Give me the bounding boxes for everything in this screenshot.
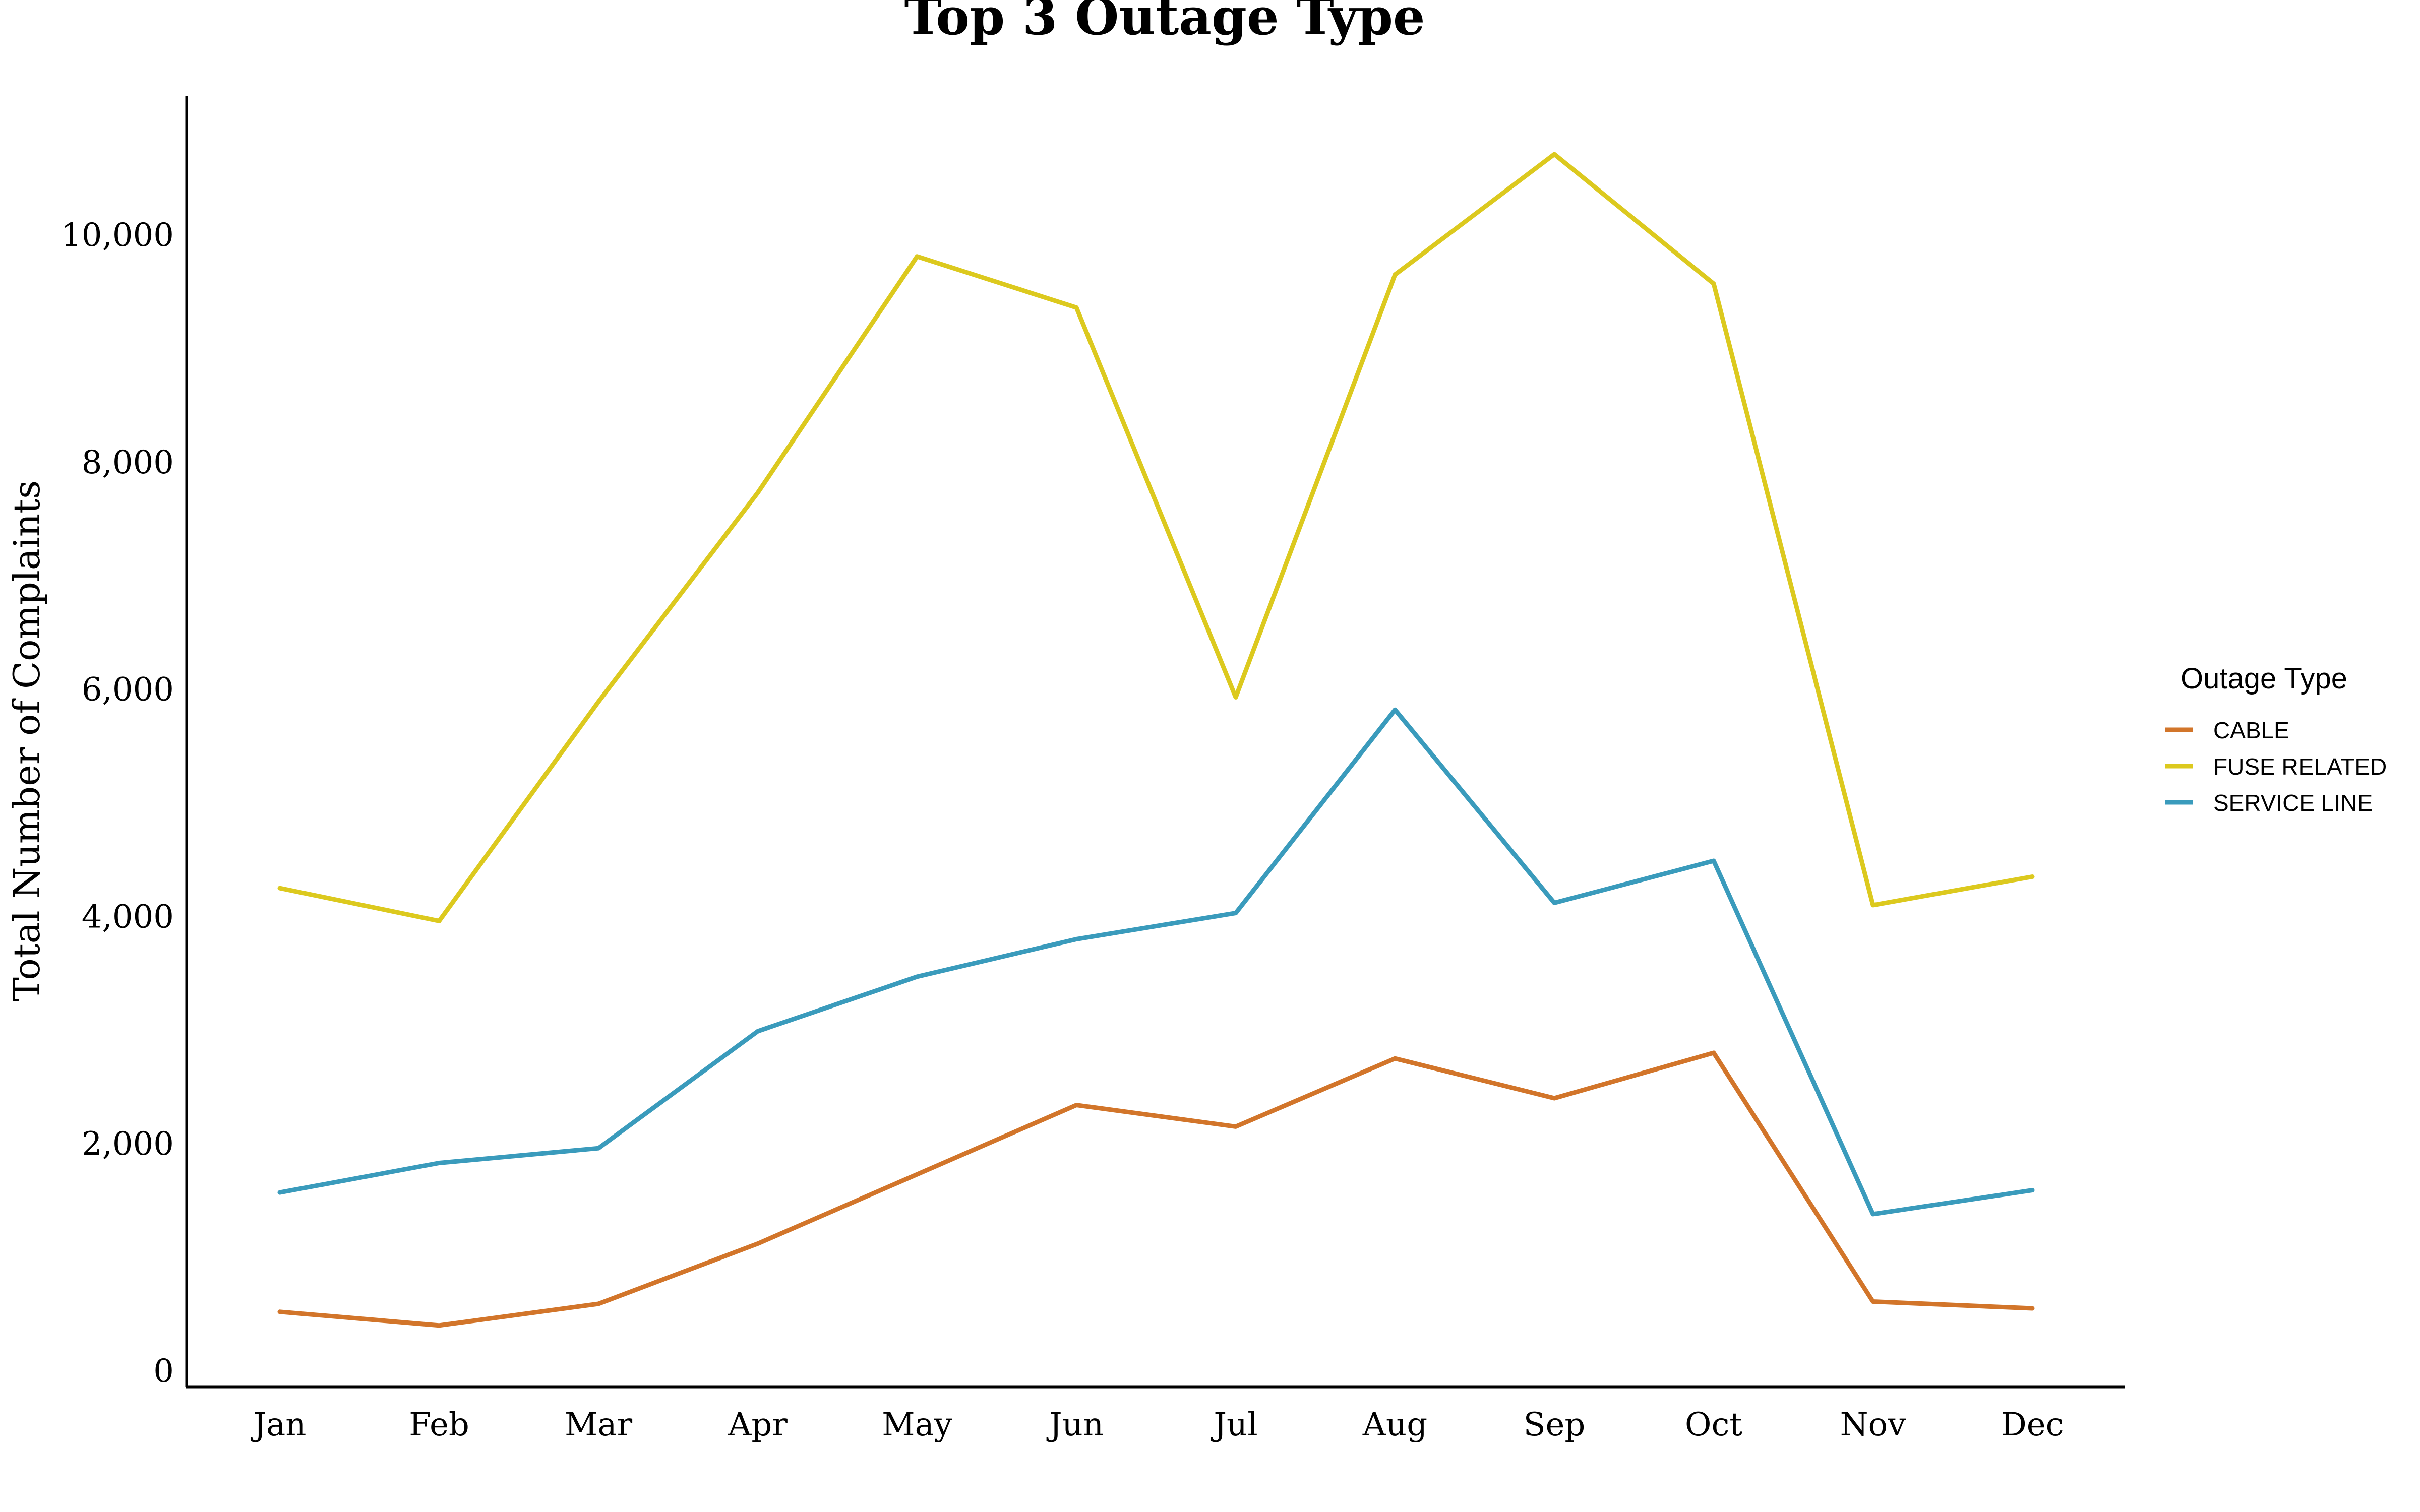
y-tick-label: 8,000 (82, 444, 174, 481)
x-tick-label: Mar (565, 1406, 633, 1443)
legend-items: CABLE FUSE RELATED SERVICE LINE (2165, 717, 2387, 816)
series-line-fuse-related (277, 152, 2035, 923)
legend: Outage Type CABLE FUSE RELATED SERVICE LIN… (2165, 662, 2387, 816)
x-tick-label: Oct (1685, 1406, 1742, 1443)
x-tick-label: Dec (2001, 1406, 2064, 1443)
y-tick-label: 4,000 (82, 898, 174, 935)
x-tick-label: Nov (1840, 1406, 1906, 1443)
x-tick-label: Sep (1524, 1406, 1586, 1443)
legend-label: FUSE RELATED (2213, 753, 2387, 780)
series-line-cable (277, 1050, 2035, 1328)
y-tick-label: 2,000 (82, 1125, 174, 1163)
legend-label: CABLE (2213, 717, 2289, 743)
x-tick-label: Feb (409, 1406, 469, 1443)
y-tick-label: 6,000 (82, 671, 174, 709)
y-axis-label: Total Number of Complaints (6, 480, 48, 1001)
x-tick-label: Jan (250, 1406, 306, 1443)
x-tick-label: Jul (1211, 1406, 1257, 1443)
y-tick-label: 0 (153, 1353, 174, 1390)
y-tick-labels: 0 2,000 4,000 6,000 8,000 10,000 (61, 217, 174, 1390)
legend-title: Outage Type (2181, 662, 2347, 695)
x-tick-label: Jun (1046, 1406, 1104, 1443)
x-tick-label: Apr (728, 1406, 788, 1443)
chart-title: Top 3 Outage Type (904, 0, 1425, 46)
series-lines (277, 152, 2035, 1328)
y-tick-label: 10,000 (61, 217, 174, 254)
x-tick-labels: Jan Feb Mar Apr May Jun Jul Aug Sep Oct Nov Dec (250, 1406, 2064, 1443)
x-tick-label: May (882, 1406, 952, 1443)
legend-label: SERVICE LINE (2213, 790, 2373, 816)
series-line-service-line (277, 707, 2035, 1217)
x-tick-label: Aug (1362, 1406, 1427, 1443)
